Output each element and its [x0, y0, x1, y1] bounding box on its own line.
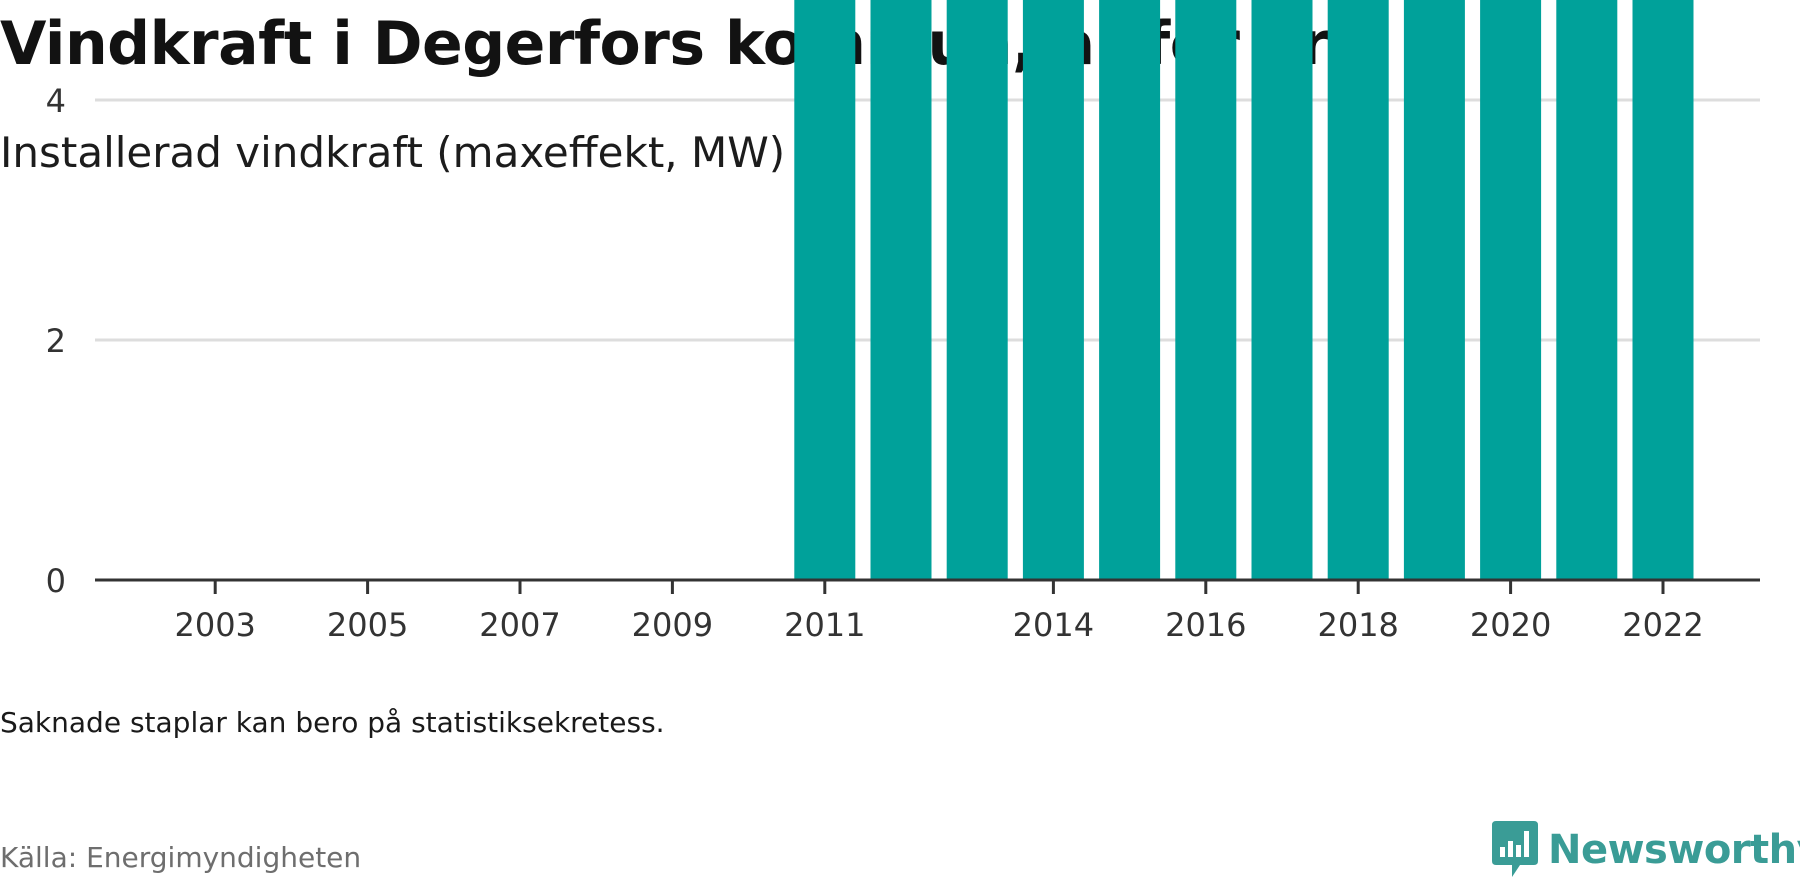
y-tick-label: 4: [46, 82, 66, 120]
bar-2011[interactable]: [794, 0, 856, 580]
bar-2014[interactable]: [1022, 0, 1084, 580]
y-tick-label: 0: [46, 562, 66, 600]
bars: [794, 0, 1694, 580]
newsworthy-logo-icon: [1492, 821, 1538, 877]
x-tick-label: 2005: [327, 606, 408, 644]
x-tick-label: 2007: [479, 606, 560, 644]
x-tick-label: 2022: [1622, 606, 1703, 644]
x-tick-label: 2020: [1470, 606, 1551, 644]
bar-2017[interactable]: [1251, 0, 1313, 580]
x-tick-label: 2011: [784, 606, 865, 644]
x-tick-label: 2003: [174, 606, 255, 644]
bar-2022[interactable]: [1632, 0, 1694, 580]
x-tick-label: 2016: [1165, 606, 1246, 644]
bar-2020[interactable]: [1480, 0, 1542, 580]
bar-2012[interactable]: [870, 0, 932, 580]
bar-2016[interactable]: [1175, 0, 1237, 580]
x-tick-label: 2014: [1013, 606, 1094, 644]
brand-logo[interactable]: Newsworthy: [1490, 818, 1800, 882]
axes: 0 2 4 2003 2005 2007 2009 2011 2014 2016 2018 2020 2…: [46, 82, 1760, 644]
source-credit: Källa: Energimyndigheten: [0, 841, 362, 874]
x-tick-label: 2009: [632, 606, 713, 644]
x-tick-label: 2018: [1317, 606, 1398, 644]
bar-2019[interactable]: [1403, 0, 1465, 580]
bar-2018[interactable]: [1327, 0, 1389, 580]
brand-name: Newsworthy: [1548, 827, 1800, 873]
footnote: Saknade staplar kan bero på statistiksek…: [0, 706, 665, 739]
bar-2021[interactable]: [1556, 0, 1618, 580]
y-tick-label: 2: [46, 322, 66, 360]
chart-subtitle: Installerad vindkraft (maxeffekt, MW): [0, 128, 786, 177]
bar-2015[interactable]: [1099, 0, 1161, 580]
bar-2013[interactable]: [946, 0, 1008, 580]
